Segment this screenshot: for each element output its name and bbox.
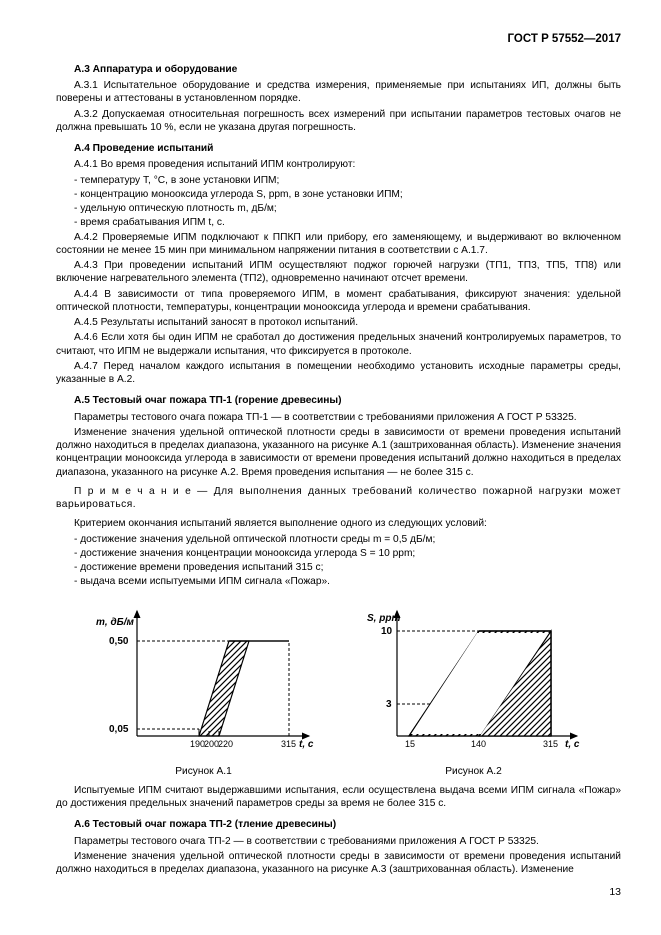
a5-p3: Критерием окончания испытаний является в… [56, 517, 621, 530]
a3-p1: А.3.1 Испытательное оборудование и средс… [56, 79, 621, 106]
a4-p4: А.4.4 В зависимости от типа проверяемого… [56, 288, 621, 315]
a2-xlabel: t, с [565, 739, 580, 750]
a5-c4: - выдача всеми испытуемыми ИПМ сигнала «… [56, 575, 621, 588]
a4-l2: - концентрацию монооксида углерода S, pp… [56, 188, 621, 201]
a4-l1: - температуру T, °C, в зоне установки ИП… [56, 174, 621, 187]
a2-y1: 10 [381, 626, 393, 637]
a1-ylabel: m, дБ/м [96, 617, 134, 628]
page-header: ГОСТ Р 57552—2017 [56, 32, 621, 47]
a4-l3: - удельную оптическую плотность m, дБ/м; [56, 202, 621, 215]
a1-x3: 220 [218, 739, 233, 749]
chart-a2: S, ppm 10 3 15 140 315 t, с Рисунок А.2 [359, 601, 589, 778]
a1-y2: 0,05 [109, 724, 129, 735]
a5-c1: - достижение значения удельной оптическо… [56, 533, 621, 546]
a4-p2: А.4.2 Проверяемые ИПМ подключают к ППКП … [56, 231, 621, 258]
charts-row: m, дБ/м 0,50 0,05 190 200 220 315 t, с Р… [56, 601, 621, 778]
a3-title: А.3 Аппаратура и оборудование [56, 63, 621, 76]
a2-x1: 15 [405, 739, 415, 749]
a4-p6: А.4.6 Если хотя бы один ИПМ не сработал … [56, 331, 621, 358]
a5-c3: - достижение времени проведения испытани… [56, 561, 621, 574]
a2-x2: 140 [471, 739, 486, 749]
a4-p5: А.4.5 Результаты испытаний заносят в про… [56, 316, 621, 329]
a3-p2: А.3.2 Допускаемая относительная погрешно… [56, 108, 621, 135]
a5-note: П р и м е ч а н и е — Для выполнения дан… [56, 485, 621, 512]
page-number: 13 [56, 886, 621, 900]
a1-x1: 190 [190, 739, 205, 749]
a4-p1: А.4.1 Во время проведения испытаний ИПМ … [56, 158, 621, 171]
a4-l4: - время срабатывания ИПМ t, с. [56, 216, 621, 229]
chart-a2-svg: S, ppm 10 3 15 140 315 t, с [359, 601, 589, 761]
a5-p2: Изменение значения удельной оптической п… [56, 426, 621, 479]
a1-x4: 315 [281, 739, 296, 749]
a6-title: А.6 Тестовый очаг пожара ТП-2 (тление др… [56, 818, 621, 831]
a4-title: А.4 Проведение испытаний [56, 142, 621, 155]
a5-c2: - достижение значения концентрации моноо… [56, 547, 621, 560]
after-p1: Испытуемые ИПМ считают выдержавшими испы… [56, 784, 621, 811]
a2-y2: 3 [386, 699, 392, 710]
a1-caption: Рисунок А.1 [175, 765, 232, 778]
chart-a1: m, дБ/м 0,50 0,05 190 200 220 315 t, с Р… [89, 601, 319, 778]
a1-y1: 0,50 [109, 636, 129, 647]
a6-p1: Параметры тестового очага ТП-2 — в соотв… [56, 835, 621, 848]
a2-caption: Рисунок А.2 [445, 765, 502, 778]
a2-x3: 315 [543, 739, 558, 749]
a4-p7: А.4.7 Перед началом каждого испытания в … [56, 360, 621, 387]
a5-title: А.5 Тестовый очаг пожара ТП-1 (горение д… [56, 394, 621, 407]
a1-x2: 200 [204, 739, 219, 749]
a4-p3: А.4.3 При проведении испытаний ИПМ осуще… [56, 259, 621, 286]
a5-p1: Параметры тестового очага пожара ТП-1 — … [56, 411, 621, 424]
a6-p2: Изменение значения удельной оптической п… [56, 850, 621, 877]
chart-a1-svg: m, дБ/м 0,50 0,05 190 200 220 315 t, с [89, 601, 319, 761]
a2-ylabel: S, ppm [367, 613, 400, 624]
a1-xlabel: t, с [299, 739, 314, 750]
